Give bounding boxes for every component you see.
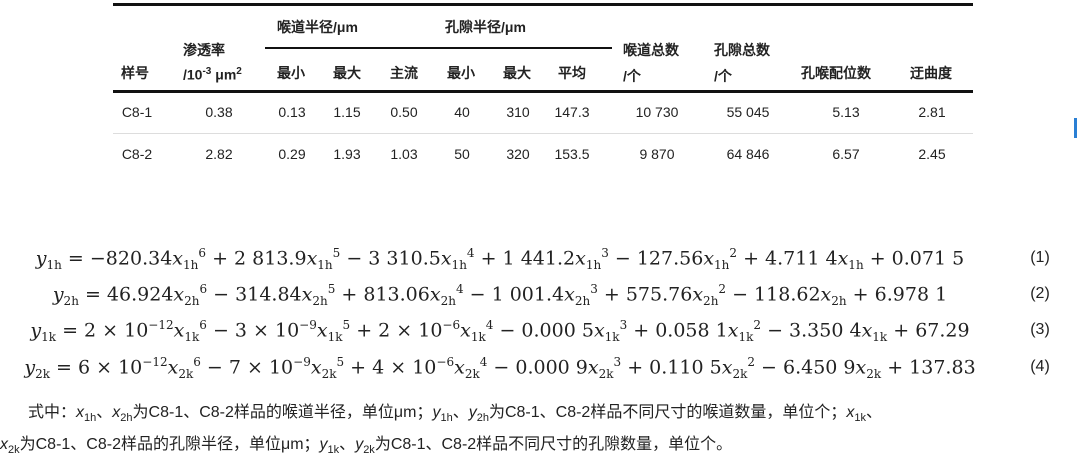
header-throat-min: 最小 bbox=[277, 65, 305, 81]
table-cell: 0.38 bbox=[205, 104, 233, 120]
equation-3: y1k = 2 × 10−12x1k6 − 3 × 10−9x1k5 + 2 ×… bbox=[30, 318, 970, 345]
equation-4: y2k = 6 × 10−12x2k6 − 7 × 10−9x2k5 + 4 ×… bbox=[24, 355, 976, 382]
table-cell: 0.13 bbox=[278, 104, 306, 120]
header-pore-max: 最大 bbox=[503, 65, 531, 81]
table-cell: C8-2 bbox=[121, 146, 153, 162]
table-cell: 40 bbox=[454, 104, 470, 120]
header-perm-line1: 渗透率 bbox=[183, 42, 225, 58]
table-cell: 153.5 bbox=[554, 146, 590, 162]
header-pore-min: 最小 bbox=[447, 65, 475, 81]
header-throat-main: 主流 bbox=[390, 65, 418, 81]
equation-number: (2) bbox=[1030, 285, 1050, 302]
table-cell: 9 870 bbox=[639, 146, 675, 162]
table-cell: 64 846 bbox=[726, 146, 770, 162]
header-pore-avg: 平均 bbox=[558, 65, 586, 81]
group-header-throat: 喉道半径/μm bbox=[277, 19, 358, 35]
table-cell: 2.81 bbox=[918, 104, 946, 120]
table-cell: 55 045 bbox=[726, 104, 770, 120]
header-pore-total: 孔隙总数/个 bbox=[714, 42, 770, 84]
table-cell: 5.13 bbox=[832, 104, 860, 120]
table-cell: 147.3 bbox=[554, 104, 590, 120]
header-throat-max: 最大 bbox=[333, 65, 361, 81]
row-divider bbox=[113, 133, 973, 134]
table-cell: 2.82 bbox=[205, 146, 233, 162]
table-cell: 1.03 bbox=[390, 146, 418, 162]
equation-1: y1h = −820.34x1h6 + 2 813.9x1h5 − 3 310.… bbox=[35, 246, 965, 273]
table-cell: 310 bbox=[506, 104, 530, 120]
table-cell: 320 bbox=[506, 146, 530, 162]
header-permeability: 渗透率 /10-3 μm2 bbox=[183, 40, 242, 83]
table-cell: C8-1 bbox=[121, 104, 153, 120]
header-coordination: 孔喉配位数 bbox=[801, 65, 871, 81]
table-cell: 10 730 bbox=[635, 104, 679, 120]
table-cell: 6.57 bbox=[832, 146, 860, 162]
equation-number: (3) bbox=[1030, 321, 1050, 338]
group-rule bbox=[265, 47, 612, 49]
table-cell: 2.45 bbox=[918, 146, 946, 162]
note-line-1: 式中：x1h、x2h为C8-1、C8-2样品的喉道半径，单位μm；y1h、y2h… bbox=[28, 404, 882, 425]
header-perm-line2: /10-3 μm2 bbox=[183, 66, 242, 83]
table-cell: 1.93 bbox=[333, 146, 361, 162]
equation-2: y2h = 46.924x2h6 − 314.84x2h5 + 813.06x2… bbox=[52, 282, 948, 309]
equation-number: (4) bbox=[1030, 358, 1050, 375]
table-cell: 50 bbox=[454, 146, 470, 162]
equation-number: (1) bbox=[1030, 249, 1050, 266]
scrollbar[interactable] bbox=[1074, 118, 1077, 138]
note-line-2: x2k为C8-1、C8-2样品的孔隙半径，单位μm；y1k、y2k为C8-1、C… bbox=[0, 436, 733, 457]
header-throat-total: 喉道总数/个 bbox=[623, 42, 679, 84]
group-header-pore: 孔隙半径/μm bbox=[445, 19, 526, 35]
data-table: 喉道半径/μm 孔隙半径/μm 样号 渗透率 /10-3 μm2 最小 最大 主… bbox=[113, 3, 973, 162]
table-cell: 1.15 bbox=[333, 104, 361, 120]
table-cell: 0.29 bbox=[278, 146, 306, 162]
header-rule bbox=[113, 90, 973, 93]
header-sample: 样号 bbox=[121, 65, 149, 81]
header-tortuosity: 迂曲度 bbox=[910, 65, 952, 81]
table-top-rule bbox=[113, 3, 973, 6]
table-cell: 0.50 bbox=[390, 104, 418, 120]
